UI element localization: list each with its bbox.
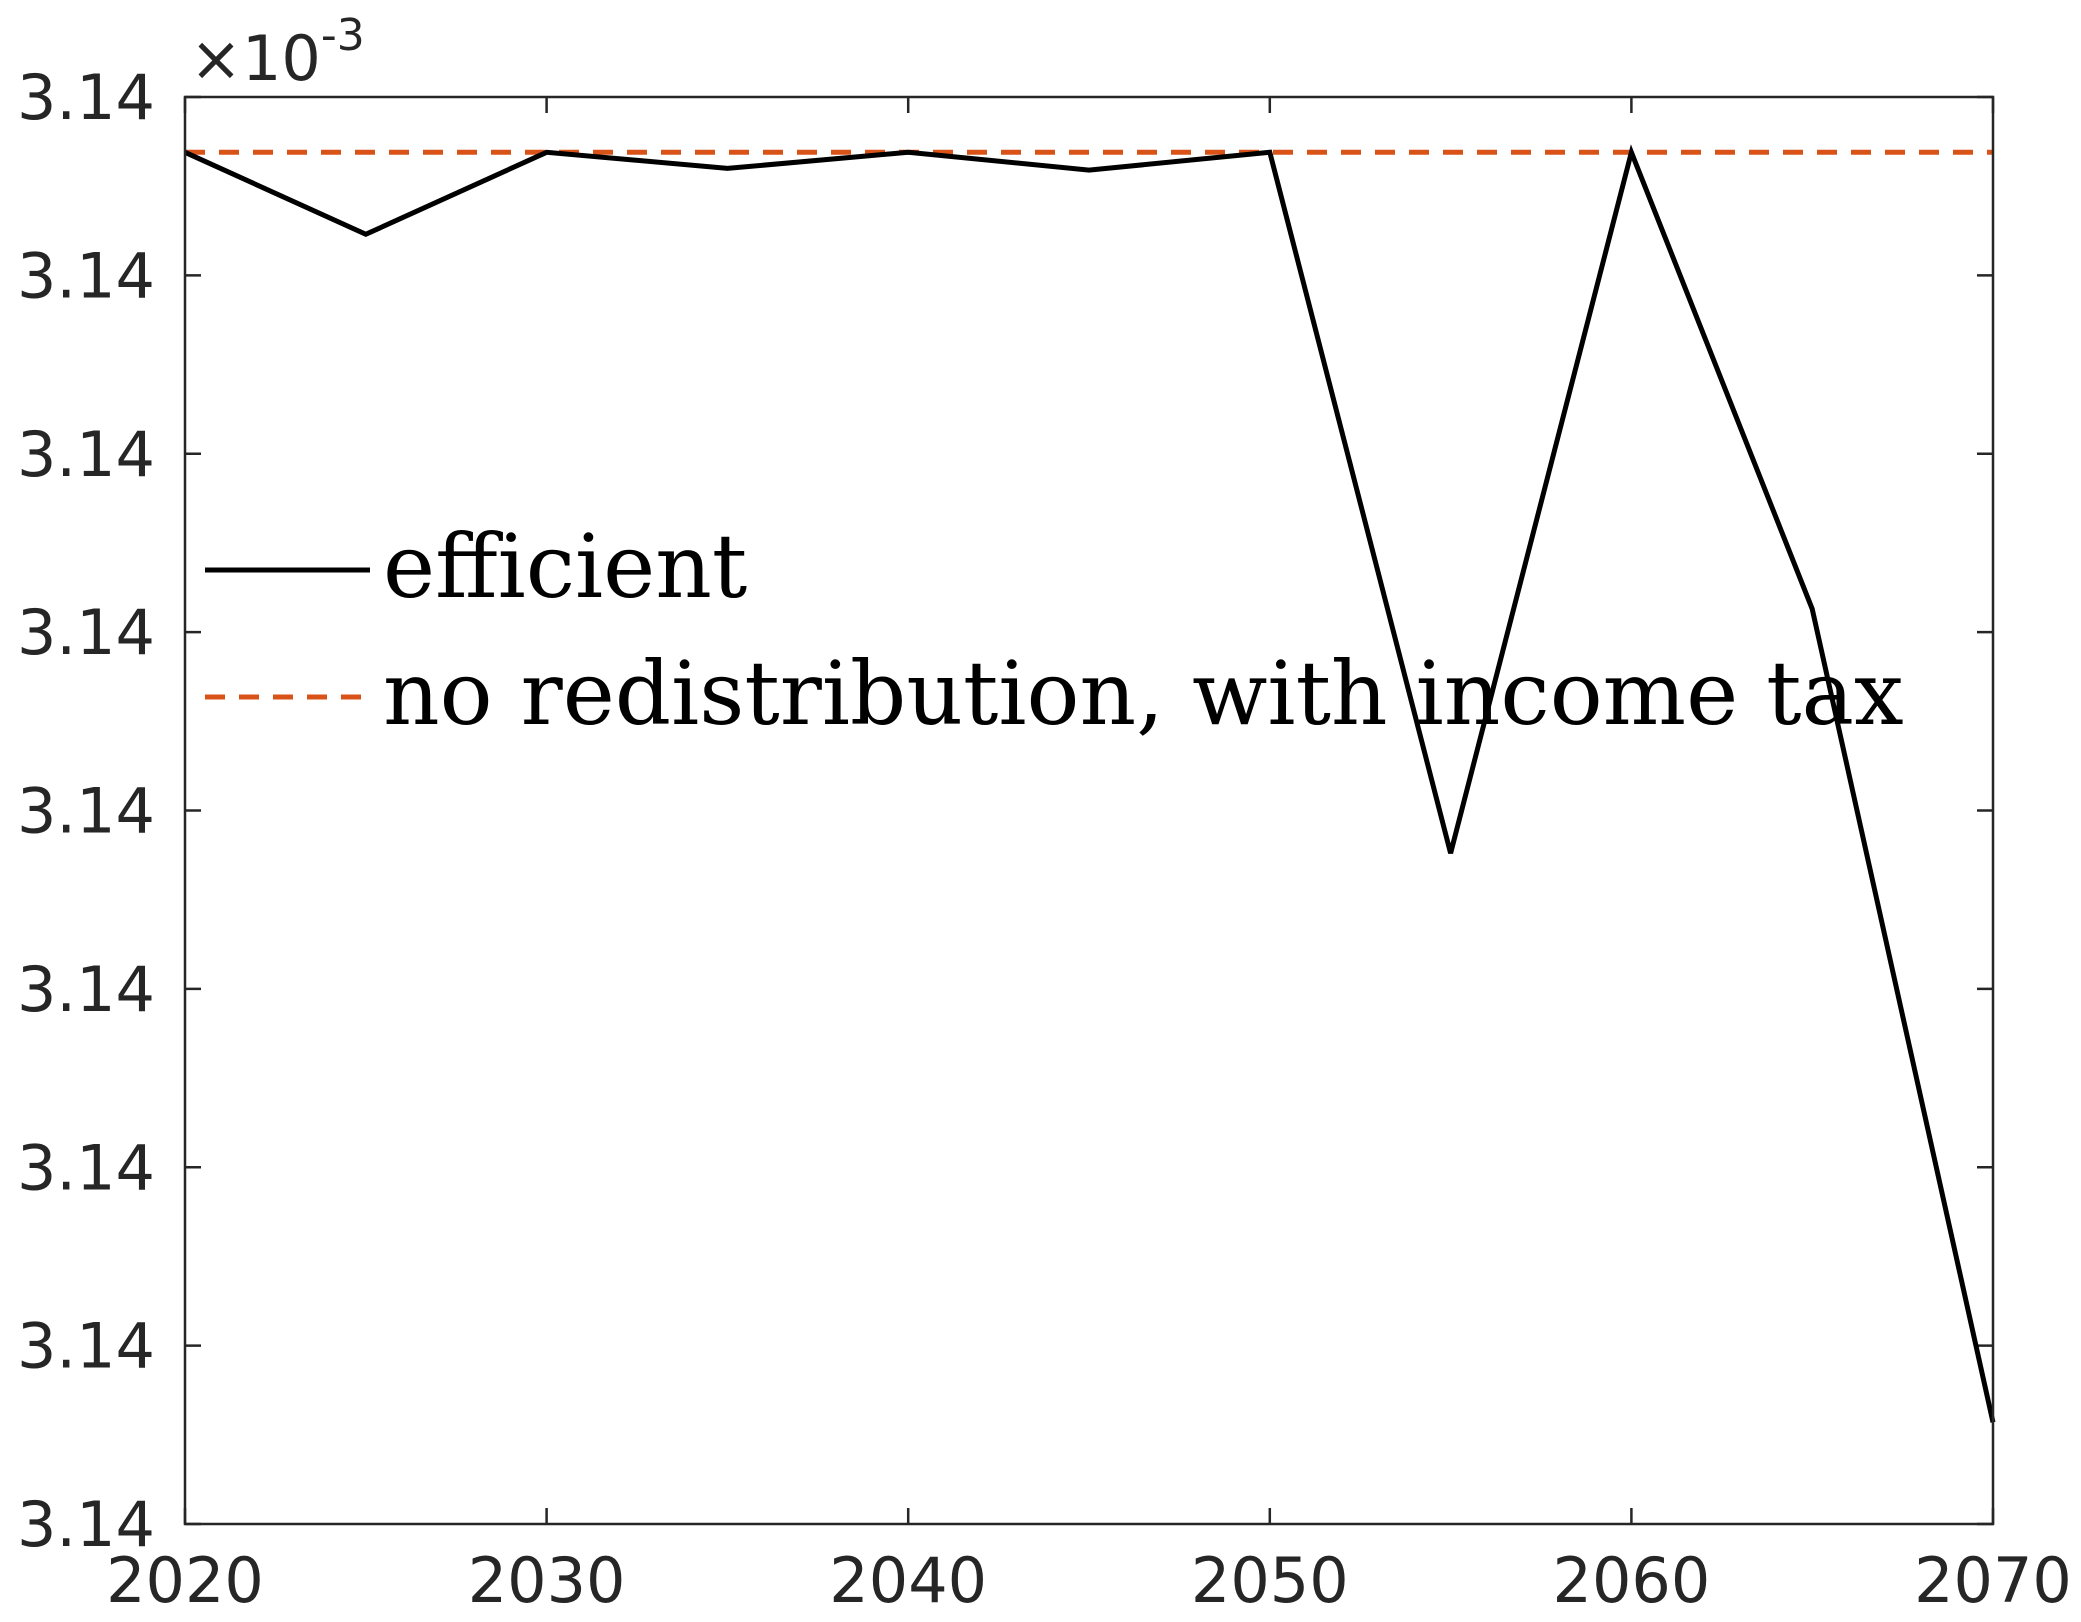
x-tick-label: 2040 [829,1544,987,1617]
y-exponent-label: ×10-3 [190,10,365,95]
y-tick-label: 3.14 [17,1488,155,1561]
y-tick-label: 3.14 [17,953,155,1026]
y-tick-label: 3.14 [17,775,155,848]
x-tick-label: 2070 [1914,1544,2072,1617]
x-tick-label: 2060 [1553,1544,1711,1617]
x-tick-label: 2030 [468,1544,626,1617]
legend-label-no-redistribution: no redistribution, with income tax [383,642,1904,745]
y-tick-label: 3.14 [17,239,155,312]
x-tick-label: 2020 [106,1544,264,1617]
series-line-efficient [183,144,1996,1423]
plot-area-frame [183,95,1995,1526]
legend-label-efficient: efficient [383,515,747,618]
y-tick-label: 3.14 [17,1131,155,1204]
y-axis-ticks: 3.14 3.14 3.14 3.14 3.14 3.14 3.14 3.14 3.14 [17,61,1993,1561]
y-tick-label: 3.14 [17,1310,155,1383]
y-tick-label: 3.14 [17,418,155,491]
y-exponent-power: -3 [321,10,365,61]
y-exponent-base: ×10 [190,22,321,95]
plot-area-background [185,97,1993,1524]
y-tick-label: 3.14 [17,61,155,134]
y-tick-label: 3.14 [17,596,155,669]
x-axis-ticks: 2020 2030 2040 2050 2060 2070 [106,97,2072,1617]
x-tick-label: 2050 [1191,1544,1349,1617]
series-layer [183,144,1996,1423]
legend: efficient no redistribution, with income… [205,515,1904,745]
